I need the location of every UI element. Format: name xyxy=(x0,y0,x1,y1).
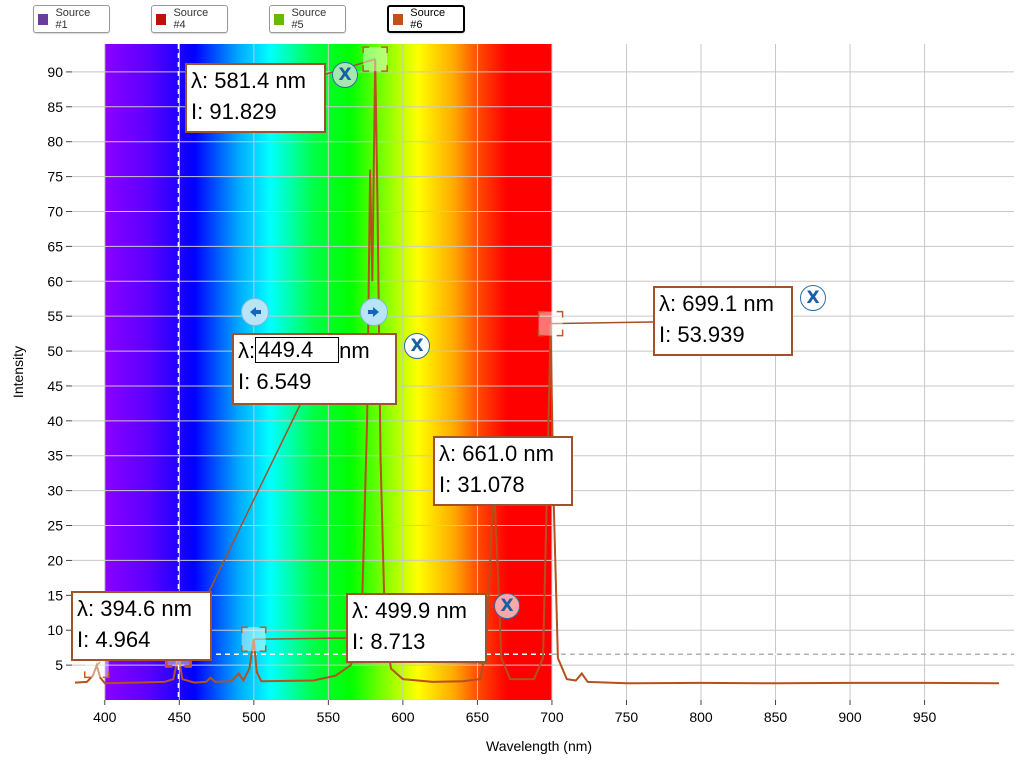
y-tick-label: 80 xyxy=(47,134,63,150)
x-tick-label: 850 xyxy=(764,709,788,725)
annotation-wavelength: λ: 661.0 nm xyxy=(439,441,554,466)
y-tick-label: 45 xyxy=(47,378,63,394)
peak-marker xyxy=(537,310,564,337)
annotation-intensity: I: 31.078 xyxy=(439,472,525,497)
arrow-right-icon[interactable] xyxy=(360,298,388,326)
legend-swatch xyxy=(274,13,285,25)
legend-label: Source #4 xyxy=(173,7,209,31)
y-tick-label: 90 xyxy=(47,64,63,80)
y-tick-label: 35 xyxy=(47,448,63,464)
peak-marker-bracket xyxy=(537,310,564,337)
x-tick-label: 650 xyxy=(466,709,490,725)
peak-marker xyxy=(240,626,267,652)
y-axis-label: Intensity xyxy=(10,345,27,399)
legend-source-4[interactable]: Source #4 xyxy=(151,5,228,33)
y-tick-label: 50 xyxy=(47,343,63,359)
y-tick-label: 5 xyxy=(55,657,63,673)
close-annotation-581-icon[interactable]: X xyxy=(332,62,358,88)
y-tick-label: 20 xyxy=(47,552,63,568)
x-tick-label: 700 xyxy=(540,709,564,725)
annotation-wavelength: λ: 499.9 nm xyxy=(352,598,467,623)
x-tick-label: 750 xyxy=(615,709,639,725)
x-tick-label: 500 xyxy=(242,709,266,725)
annotation-leader-line xyxy=(550,321,654,325)
legend-swatch xyxy=(38,13,49,25)
x-tick-label: 950 xyxy=(913,709,937,725)
y-tick-label: 65 xyxy=(47,238,63,254)
annotation-449-edit[interactable]: λ: nm I: 6.549 xyxy=(232,333,397,405)
annotation-intensity: I: 4.964 xyxy=(77,627,151,652)
y-tick-label: 55 xyxy=(47,308,63,324)
y-tick-label: 70 xyxy=(47,203,63,219)
annotation-wavelength: λ: 394.6 nm xyxy=(77,596,192,621)
peak-marker-fill xyxy=(538,311,563,336)
wavelength-input[interactable] xyxy=(255,337,340,363)
peak-marker-bracket xyxy=(240,626,267,652)
grid-lines xyxy=(72,44,1014,700)
legend-source-6[interactable]: Source #6 xyxy=(387,5,465,33)
legend-swatch xyxy=(393,13,404,25)
peak-marker-bracket xyxy=(362,46,388,72)
close-annotation-449-icon[interactable]: X xyxy=(404,333,430,359)
peak-marker-fill xyxy=(363,47,388,72)
close-annotation-699-icon[interactable]: X xyxy=(800,285,826,311)
axes: 400 450 500 550 600 650 700 750 800 850 900 950 5 10 1… xyxy=(47,64,936,725)
x-axis-label: Wavelength (nm) xyxy=(486,738,593,754)
x-tick-label: 900 xyxy=(838,709,862,725)
y-tick-label: 15 xyxy=(47,587,63,603)
legend-label: Source #1 xyxy=(55,7,91,31)
x-tick-label: 800 xyxy=(689,709,713,725)
x-tick-label: 550 xyxy=(317,709,341,725)
legend-source-1[interactable]: Source #1 xyxy=(33,5,110,33)
annotation-394[interactable]: λ: 394.6 nm I: 4.964 xyxy=(71,591,212,661)
legend-label: Source #6 xyxy=(410,7,446,31)
legend-label: Source #5 xyxy=(291,7,327,31)
x-tick-label: 400 xyxy=(93,709,117,725)
annotation-499[interactable]: λ: 499.9 nm I: 8.713 xyxy=(346,593,487,663)
legend-swatch xyxy=(156,13,167,25)
annotation-wavelength-prefix: λ: xyxy=(238,338,256,363)
series-line-source-6 xyxy=(74,59,1000,685)
x-tick-label: 450 xyxy=(168,709,192,725)
annotation-intensity: I: 53.939 xyxy=(659,322,745,347)
y-tick-label: 60 xyxy=(47,273,63,289)
annotation-intensity: I: 91.829 xyxy=(191,99,277,124)
x-tick-label: 600 xyxy=(391,709,415,725)
arrow-left-icon[interactable] xyxy=(241,298,269,326)
close-annotation-499-icon[interactable]: X xyxy=(494,593,520,619)
annotation-intensity: I: 6.549 xyxy=(238,369,312,394)
y-tick-label: 85 xyxy=(47,99,63,115)
annotation-699[interactable]: λ: 699.1 nm I: 53.939 xyxy=(653,286,793,356)
annotation-leader-line xyxy=(253,637,347,640)
y-tick-label: 10 xyxy=(47,622,63,638)
annotation-wavelength: λ: 699.1 nm xyxy=(659,291,774,316)
peak-marker-fill xyxy=(241,627,266,652)
y-tick-label: 25 xyxy=(47,518,63,534)
peak-marker xyxy=(362,46,388,72)
y-tick-label: 30 xyxy=(47,483,63,499)
annotation-661[interactable]: λ: 661.0 nm I: 31.078 xyxy=(433,436,573,506)
y-tick-label: 40 xyxy=(47,413,63,429)
annotation-581[interactable]: λ: 581.4 nm I: 91.829 xyxy=(185,63,326,133)
annotation-wavelength: λ: 581.4 nm xyxy=(191,68,306,93)
annotation-wavelength-unit: nm xyxy=(339,338,370,363)
annotation-intensity: I: 8.713 xyxy=(352,629,426,654)
y-tick-label: 75 xyxy=(47,169,63,185)
legend-source-5[interactable]: Source #5 xyxy=(269,5,346,33)
